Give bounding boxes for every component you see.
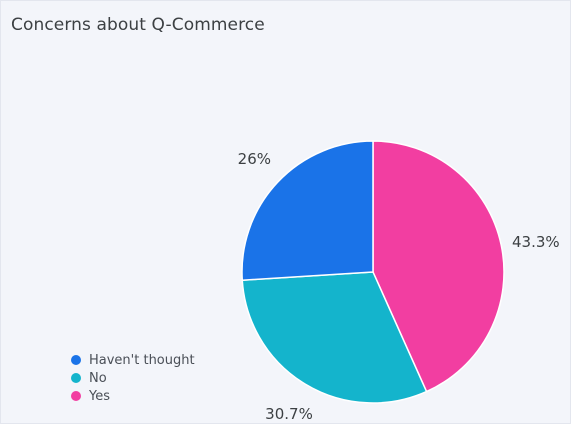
pie-slice-label: 30.7% xyxy=(265,405,313,423)
pie-slice-label: 26% xyxy=(238,150,271,168)
legend-label: Haven't thought xyxy=(89,352,195,368)
legend-item-havent-thought[interactable]: Haven't thought xyxy=(71,351,195,369)
legend-swatch xyxy=(71,391,81,401)
legend-swatch xyxy=(71,355,81,365)
pie-slice-no[interactable] xyxy=(241,271,428,404)
legend-item-no[interactable]: No xyxy=(71,369,195,387)
pie-chart: 43.3% 30.7% 26% xyxy=(238,140,560,423)
pie-slice-haven-t-thought[interactable] xyxy=(241,140,374,282)
legend-swatch xyxy=(71,373,81,383)
legend-label: Yes xyxy=(89,388,110,404)
legend-label: No xyxy=(89,370,107,386)
legend: Haven't thought No Yes xyxy=(71,351,195,405)
pie-slice-label: 43.3% xyxy=(512,233,560,251)
pie-slice-yes[interactable] xyxy=(372,140,505,393)
legend-item-yes[interactable]: Yes xyxy=(71,387,195,405)
chart-title: Concerns about Q-Commerce xyxy=(11,15,265,35)
pie-slice-labels: 43.3% 30.7% 26% xyxy=(238,150,560,423)
pie-slices xyxy=(241,140,505,404)
